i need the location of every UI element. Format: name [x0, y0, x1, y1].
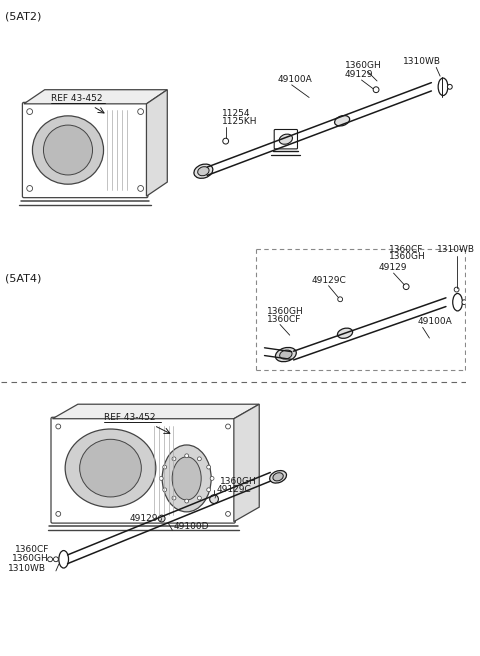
Circle shape: [53, 557, 59, 562]
Circle shape: [163, 465, 167, 469]
Circle shape: [338, 297, 343, 302]
FancyBboxPatch shape: [51, 417, 235, 523]
Text: 1125KH: 1125KH: [222, 117, 257, 125]
Text: 1310WB: 1310WB: [8, 564, 46, 573]
Text: 1360CF: 1360CF: [15, 545, 49, 554]
Polygon shape: [24, 90, 168, 104]
Text: 1360CF: 1360CF: [389, 245, 423, 254]
Circle shape: [159, 476, 163, 480]
Ellipse shape: [65, 429, 156, 507]
Circle shape: [403, 284, 409, 289]
Circle shape: [185, 454, 189, 458]
Polygon shape: [52, 404, 259, 419]
Circle shape: [210, 495, 218, 504]
Text: REF 43-452: REF 43-452: [105, 413, 156, 422]
Text: 49100A: 49100A: [418, 318, 453, 327]
Circle shape: [197, 457, 201, 461]
Text: 11254: 11254: [222, 109, 250, 118]
Circle shape: [56, 424, 60, 429]
Circle shape: [207, 465, 211, 469]
Ellipse shape: [80, 440, 141, 497]
Ellipse shape: [276, 348, 296, 361]
Ellipse shape: [280, 350, 292, 359]
Circle shape: [226, 512, 230, 516]
Ellipse shape: [337, 328, 353, 338]
Circle shape: [172, 496, 176, 500]
Ellipse shape: [172, 457, 201, 500]
Circle shape: [223, 138, 228, 144]
Text: 49129C: 49129C: [311, 276, 346, 285]
Circle shape: [185, 499, 189, 503]
Circle shape: [454, 287, 459, 292]
Circle shape: [210, 476, 214, 480]
Ellipse shape: [453, 293, 462, 311]
Ellipse shape: [270, 470, 287, 483]
Circle shape: [48, 557, 52, 562]
Circle shape: [138, 186, 144, 192]
Ellipse shape: [33, 116, 104, 184]
Circle shape: [138, 109, 144, 115]
Text: 49129: 49129: [345, 70, 373, 79]
Ellipse shape: [279, 134, 292, 144]
Polygon shape: [234, 404, 259, 522]
Ellipse shape: [335, 115, 349, 126]
FancyBboxPatch shape: [274, 129, 298, 149]
Circle shape: [172, 457, 176, 461]
Text: 1360GH: 1360GH: [12, 554, 49, 563]
Ellipse shape: [198, 167, 209, 176]
Text: 1360GH: 1360GH: [220, 476, 257, 485]
Text: 49100A: 49100A: [277, 75, 312, 84]
Text: 49100D: 49100D: [173, 522, 209, 531]
Circle shape: [158, 515, 165, 522]
Circle shape: [163, 488, 167, 492]
Ellipse shape: [273, 473, 283, 481]
Text: REF 43-452: REF 43-452: [51, 94, 103, 103]
Circle shape: [27, 186, 33, 192]
Text: 49129: 49129: [379, 263, 408, 272]
Ellipse shape: [59, 550, 69, 568]
Ellipse shape: [162, 445, 211, 512]
Text: (5AT2): (5AT2): [5, 12, 42, 22]
Ellipse shape: [44, 125, 93, 175]
Circle shape: [373, 87, 379, 92]
Text: 49129: 49129: [129, 514, 158, 523]
FancyBboxPatch shape: [23, 102, 148, 197]
Polygon shape: [146, 90, 168, 196]
Text: (5AT4): (5AT4): [5, 274, 42, 284]
Text: 1310WB: 1310WB: [437, 245, 475, 254]
Circle shape: [56, 512, 60, 516]
Circle shape: [197, 496, 201, 500]
Text: 1360GH: 1360GH: [345, 61, 382, 70]
Text: 49129C: 49129C: [217, 485, 252, 494]
Circle shape: [226, 424, 230, 429]
Circle shape: [447, 85, 452, 89]
Circle shape: [462, 300, 467, 304]
Ellipse shape: [194, 164, 213, 178]
Text: 1360GH: 1360GH: [389, 253, 425, 262]
Ellipse shape: [438, 78, 448, 96]
Circle shape: [27, 109, 33, 115]
Text: 1310WB: 1310WB: [403, 58, 441, 66]
Text: 1360GH: 1360GH: [267, 307, 304, 316]
Text: 1360CF: 1360CF: [267, 314, 302, 323]
Circle shape: [207, 488, 211, 492]
